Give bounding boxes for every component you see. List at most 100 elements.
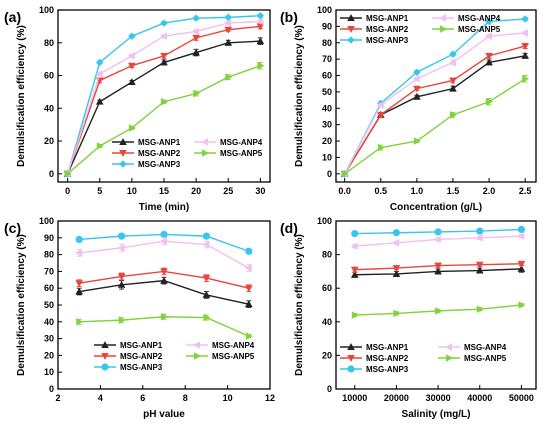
data-point [257,61,265,70]
data-point [224,38,233,46]
data-point [350,242,358,251]
legend-marker [202,149,209,157]
legend-label: MSG-ANP5 [458,25,501,34]
data-point [476,305,484,314]
data-point [256,17,264,26]
legend-marker [439,14,446,22]
data-point [160,237,167,245]
y-tick-label: 20 [44,136,54,146]
series-ANP4 [63,17,264,178]
legend-label: MSG-ANP2 [366,354,409,363]
legend-marker [119,150,127,157]
legend-marker [445,343,452,351]
x-tick-label: 8 [183,393,188,403]
x-tick-label: 20 [191,186,201,196]
data-point [435,307,443,315]
data-point [256,12,265,20]
data-point [127,52,135,60]
data-point [434,267,442,275]
data-point [193,89,201,98]
data-point [449,58,456,67]
data-point [521,43,529,50]
data-point [517,225,526,233]
series-ANP3 [351,225,526,238]
legend-marker [347,355,355,362]
legend-label: MSG-ANP1 [120,341,163,350]
data-point [517,264,526,272]
y-tick-label: 20 [322,350,332,360]
x-tick-label: 40000 [467,393,492,403]
data-point [244,285,253,293]
data-point [75,280,84,288]
data-point [225,73,233,81]
legend-marker [193,341,200,349]
data-point [485,17,493,26]
data-point [192,48,200,56]
data-point [434,235,442,244]
legend: MSG-ANP1 MSG-ANP2 MSG-ANP3 MSG-ANP4 MSG-ANP5 [340,14,501,45]
x-tick-label: 0.0 [338,186,351,196]
x-tick-label: 10000 [342,393,367,403]
legend-marker [119,160,127,168]
data-point [517,232,525,240]
series-ANP4 [350,232,525,251]
y-tick-label: 0 [49,384,54,394]
legend-marker [347,26,355,33]
data-point [517,260,526,268]
panel-tag: (d) [280,220,298,236]
x-tick-label: 25 [223,186,233,196]
x-tick-label: 30000 [426,393,451,403]
data-point [224,13,232,22]
y-tick-label: 100 [39,5,54,15]
x-tick-label: 0 [65,186,70,196]
legend-label: MSG-ANP1 [366,343,409,352]
data-point [521,15,529,23]
legend-marker [101,363,109,371]
data-point [392,270,401,277]
x-tick-label: 10 [223,393,233,403]
legend-label: MSG-ANP4 [464,343,507,352]
legend-label: MSG-ANP2 [120,352,163,361]
data-point [475,266,484,274]
series-line [344,32,526,175]
panel-tag: (a) [4,9,21,25]
legend-marker [446,354,453,362]
data-point [160,32,167,41]
x-tick-label: 1.5 [447,186,460,196]
y-tick-label: 70 [322,54,332,64]
panel-d: (d) 0 20 40 60 80 100 10000 20000 30000 40000 50000… [280,216,537,420]
data-point [476,227,484,235]
series-ANP4 [340,29,529,178]
data-point [475,261,484,269]
data-point [192,34,200,42]
x-tick-label: 6 [140,393,145,403]
legend-label: MSG-ANP3 [120,363,163,372]
x-tick-label: 2 [55,393,60,403]
legend: MSG-ANP1 MSG-ANP2 MSG-ANP3 MSG-ANP4 MSG-ANP5 [112,138,263,169]
legend-label: MSG-ANP4 [458,14,501,23]
data-point [76,317,84,326]
y-tick-label: 70 [44,266,54,276]
y-tick-label: 40 [322,317,332,327]
data-point [161,312,168,321]
y-tick-label: 100 [317,5,332,15]
data-point [392,239,400,247]
x-tick-label: 2.5 [519,186,532,196]
legend-marker [347,343,355,350]
y-tick-label: 40 [44,103,54,113]
x-tick-label: 15 [159,186,169,196]
data-point [376,111,385,119]
data-point [128,124,136,132]
data-point [449,84,457,92]
data-point [202,291,211,298]
x-tick-label: 0.5 [375,186,388,196]
data-point [486,97,493,106]
data-point [224,19,232,27]
legend-label: MSG-ANP2 [138,149,181,158]
legend-label: MSG-ANP5 [464,354,507,363]
data-point [117,244,125,252]
data-point [117,280,126,288]
panel-tag: (c) [4,220,21,236]
data-point [128,62,136,70]
